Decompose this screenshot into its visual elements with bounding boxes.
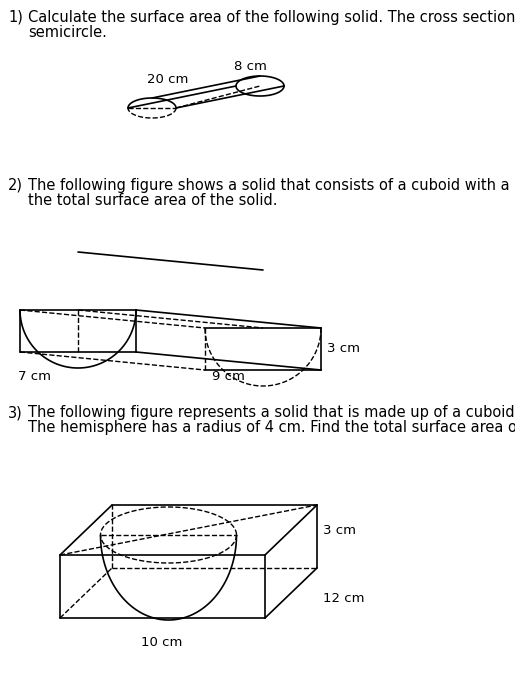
Text: The hemisphere has a radius of 4 cm. Find the total surface area of the solid.: The hemisphere has a radius of 4 cm. Fin… (28, 420, 515, 435)
Text: 7 cm: 7 cm (18, 370, 51, 383)
Text: 9 cm: 9 cm (212, 370, 245, 383)
Text: 3 cm: 3 cm (327, 343, 360, 356)
Text: Calculate the surface area of the following solid. The cross section of the soli: Calculate the surface area of the follow… (28, 10, 515, 25)
Text: The following figure represents a solid that is made up of a cuboid and a hemisp: The following figure represents a solid … (28, 405, 515, 420)
Text: 3): 3) (8, 405, 23, 420)
Text: 20 cm: 20 cm (147, 73, 188, 86)
Text: The following figure shows a solid that consists of a cuboid with a half-cylinde: The following figure shows a solid that … (28, 178, 515, 193)
Text: the total surface area of the solid.: the total surface area of the solid. (28, 193, 278, 208)
Text: 2): 2) (8, 178, 23, 193)
Text: 10 cm: 10 cm (141, 636, 183, 649)
Text: 8 cm: 8 cm (234, 60, 267, 73)
Text: 1): 1) (8, 10, 23, 25)
Text: 12 cm: 12 cm (323, 592, 365, 604)
Text: semicircle.: semicircle. (28, 25, 107, 40)
Text: 3 cm: 3 cm (323, 523, 356, 537)
